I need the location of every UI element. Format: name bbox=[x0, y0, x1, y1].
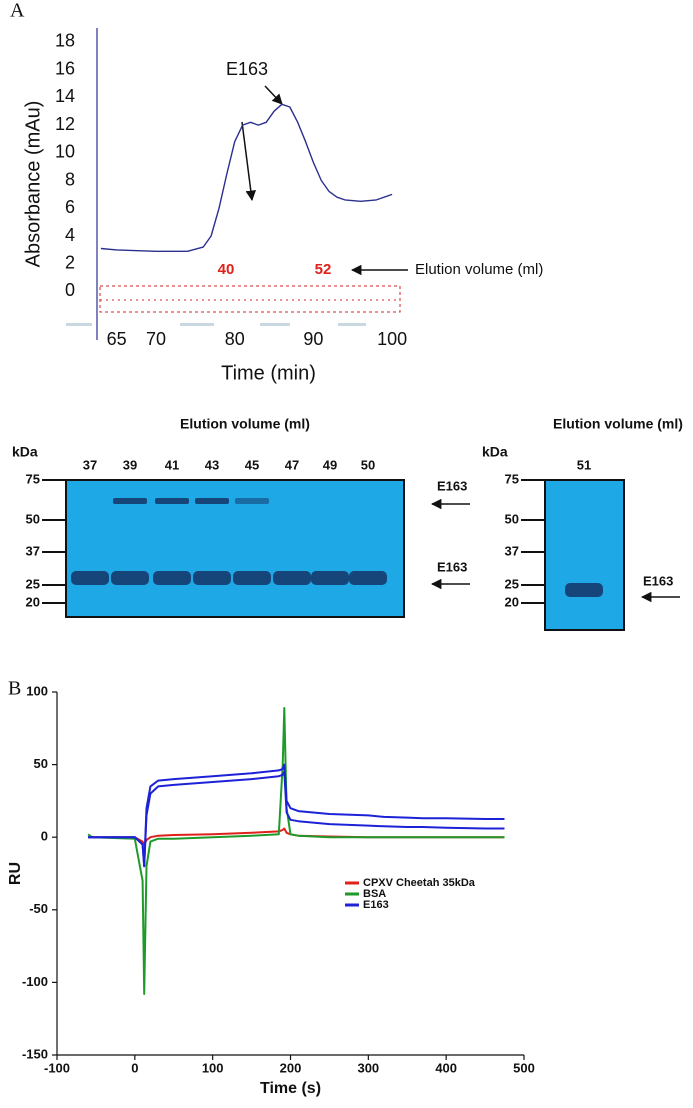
y-tick-label: 0 bbox=[65, 280, 75, 300]
band bbox=[71, 571, 109, 585]
data-line bbox=[88, 770, 505, 868]
lane-label: 49 bbox=[323, 457, 337, 472]
band bbox=[153, 571, 191, 585]
marker-label: 25 bbox=[26, 576, 40, 591]
annotation: E163 bbox=[226, 59, 268, 79]
band bbox=[349, 571, 387, 585]
panel-label: B bbox=[8, 678, 21, 700]
lane-label: 51 bbox=[577, 457, 591, 472]
lane-label: 45 bbox=[245, 457, 259, 472]
x-tick-label: 90 bbox=[303, 329, 323, 349]
band bbox=[195, 498, 229, 504]
band bbox=[273, 571, 311, 585]
y-tick-label: 4 bbox=[65, 225, 75, 245]
x-tick-label: 300 bbox=[357, 1060, 379, 1075]
y-tick-label: 0 bbox=[41, 829, 48, 844]
y-tick-label: 8 bbox=[65, 169, 75, 189]
fraction-strip bbox=[99, 285, 401, 313]
gel-title: Elution volume (ml) bbox=[180, 416, 310, 432]
gel-title: Elution volume (ml) bbox=[553, 416, 683, 432]
marker-label: 75 bbox=[26, 471, 40, 486]
band-label: E163 bbox=[643, 573, 673, 588]
x-tick-label: 65 bbox=[107, 329, 127, 349]
marker-label: 25 bbox=[505, 576, 519, 591]
x-tick-label: -100 bbox=[44, 1060, 70, 1075]
marker-label: 50 bbox=[26, 511, 40, 526]
y-tick-label: 50 bbox=[34, 756, 48, 771]
annotation: 52 bbox=[315, 261, 332, 278]
band bbox=[565, 583, 603, 597]
legend-label: BSA bbox=[363, 888, 386, 900]
y-tick-label: 12 bbox=[55, 114, 75, 134]
y-tick-label: 14 bbox=[55, 86, 75, 106]
x-tick-label: 200 bbox=[280, 1060, 302, 1075]
annotation: 40 bbox=[218, 261, 235, 278]
unit-label: kDa bbox=[482, 444, 508, 460]
band bbox=[233, 571, 271, 585]
data-line bbox=[100, 103, 393, 252]
band bbox=[235, 498, 269, 504]
band bbox=[311, 571, 349, 585]
unit-label: kDa bbox=[12, 444, 38, 460]
data-line bbox=[87, 707, 505, 995]
band bbox=[193, 571, 231, 585]
lane-label: 43 bbox=[205, 457, 219, 472]
lane-label: 37 bbox=[83, 457, 97, 472]
lane-label: 50 bbox=[361, 457, 375, 472]
x-tick-label: 100 bbox=[202, 1060, 224, 1075]
y-axis-label: RU bbox=[7, 862, 24, 885]
x-tick-label: 70 bbox=[146, 329, 166, 349]
band bbox=[111, 571, 149, 585]
gel bbox=[544, 479, 625, 631]
x-tick-label: 400 bbox=[435, 1060, 457, 1075]
lane-label: 47 bbox=[285, 457, 299, 472]
band-label: E163 bbox=[437, 559, 467, 574]
band-label: E163 bbox=[437, 478, 467, 493]
lane-label: 41 bbox=[165, 457, 179, 472]
marker-label: 37 bbox=[26, 543, 40, 558]
y-tick-label: 10 bbox=[55, 142, 75, 162]
y-axis-label: Absorbance (mAu) bbox=[22, 101, 44, 268]
y-tick-label: -50 bbox=[29, 901, 48, 916]
annotation-arrow bbox=[264, 85, 283, 105]
y-tick-label: -100 bbox=[22, 974, 48, 989]
marker-label: 50 bbox=[505, 511, 519, 526]
marker-label: 20 bbox=[505, 594, 519, 609]
marker-label: 37 bbox=[505, 543, 519, 558]
y-tick-label: -150 bbox=[22, 1046, 48, 1061]
lane-label: 39 bbox=[123, 457, 137, 472]
x-axis-label: Time (s) bbox=[260, 1080, 321, 1097]
y-tick-label: 2 bbox=[65, 252, 75, 272]
band bbox=[155, 498, 189, 504]
x-tick-label: 0 bbox=[131, 1060, 138, 1075]
legend-label: CPXV Cheetah 35kDa bbox=[363, 877, 476, 889]
decoration bbox=[180, 323, 214, 326]
y-tick-label: 16 bbox=[55, 58, 75, 78]
legend-label: E163 bbox=[363, 899, 389, 911]
decoration bbox=[338, 323, 366, 326]
y-tick-label: 6 bbox=[65, 197, 75, 217]
y-tick-label: 100 bbox=[26, 683, 48, 698]
annotation: Elution volume (ml) bbox=[415, 261, 543, 278]
x-axis-label: Time (min) bbox=[221, 362, 316, 384]
x-tick-label: 80 bbox=[225, 329, 245, 349]
x-tick-label: 500 bbox=[513, 1060, 535, 1075]
panel-label: A bbox=[10, 0, 25, 22]
band bbox=[113, 498, 147, 504]
marker-label: 20 bbox=[26, 594, 40, 609]
decoration bbox=[66, 323, 92, 326]
data-line bbox=[88, 763, 505, 868]
marker-label: 75 bbox=[505, 471, 519, 486]
annotation-arrow bbox=[241, 121, 257, 202]
decoration bbox=[260, 323, 290, 326]
y-tick-label: 18 bbox=[55, 31, 75, 51]
x-tick-label: 100 bbox=[377, 329, 407, 349]
